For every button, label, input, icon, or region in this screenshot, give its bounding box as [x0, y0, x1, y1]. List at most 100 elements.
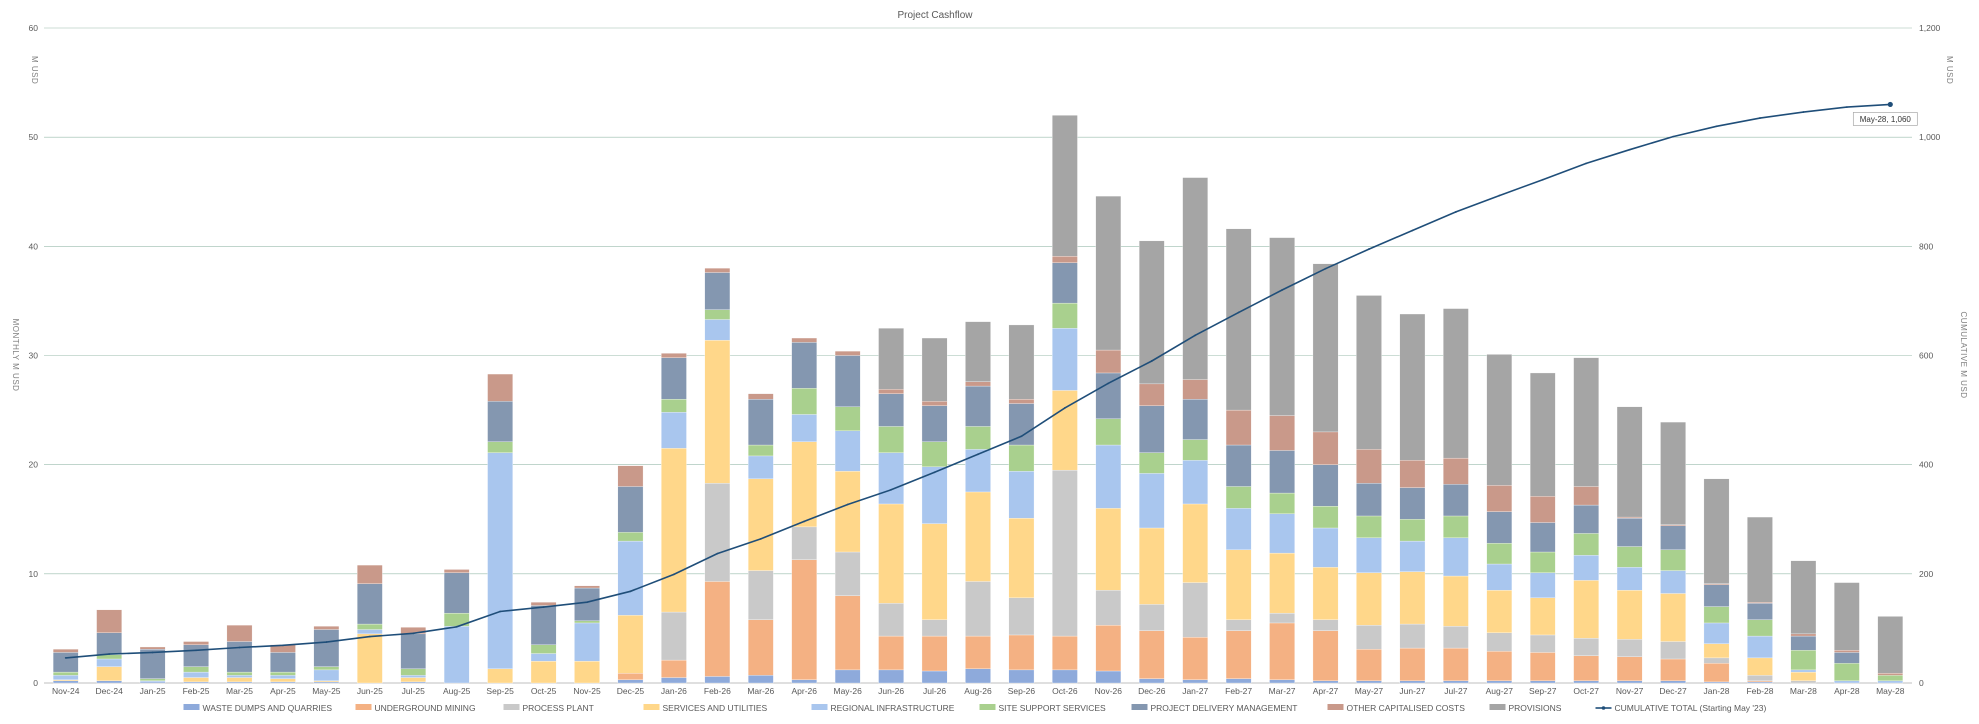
bar-segment — [704, 268, 731, 273]
bar-segment — [1703, 657, 1730, 664]
bar-segment — [617, 673, 644, 680]
right-tick-label: 600 — [1919, 351, 1933, 361]
cumulative-point — [1150, 360, 1153, 362]
cumulative-point — [1498, 194, 1501, 197]
bar-segment — [487, 441, 513, 453]
bar-segment — [878, 426, 904, 453]
cumulative-point — [1324, 267, 1327, 270]
bar-segment — [1877, 675, 1904, 681]
bar-segment — [1312, 680, 1339, 684]
bar-segment — [270, 678, 296, 683]
bar-segment — [1008, 597, 1035, 636]
bar-segment — [52, 649, 79, 653]
bar-segment — [52, 680, 79, 684]
legend-swatch — [503, 704, 520, 710]
cumulative-point — [1368, 248, 1370, 250]
bar-segment — [1008, 399, 1035, 404]
x-tick-label: Feb-28 — [1746, 686, 1773, 696]
bar-segment — [1269, 237, 1295, 416]
left-tick-label: 60 — [29, 23, 39, 33]
bar-segment — [704, 581, 731, 677]
bar-segment — [1182, 177, 1208, 380]
x-tick-label: Dec-24 — [95, 686, 123, 696]
bar-segment — [1225, 228, 1252, 411]
x-tick-label: May-28 — [1876, 686, 1905, 696]
bar-segment — [1616, 518, 1643, 547]
cumulative-point-highlight — [1887, 101, 1893, 108]
bar-segment — [1399, 680, 1426, 684]
bar-segment — [1225, 630, 1252, 679]
bar-segment — [183, 671, 209, 678]
right-tick-label: 1,000 — [1919, 132, 1941, 142]
legend-swatch — [979, 704, 996, 710]
bar-segment — [1312, 505, 1339, 529]
bar-segment — [1747, 681, 1773, 684]
bar-segment — [1312, 619, 1339, 631]
bar-segment — [270, 681, 296, 684]
bar-segment — [1573, 486, 1599, 506]
bar-segment — [1095, 195, 1122, 351]
bar-segment — [748, 570, 774, 620]
bar-segment — [1790, 633, 1817, 637]
x-tick-label: Jan-25 — [140, 686, 166, 696]
bar-segment — [1225, 409, 1252, 446]
bar-segment — [1399, 460, 1426, 488]
bar-segment — [1703, 622, 1730, 644]
cumulative-point — [586, 601, 588, 604]
bar-segment — [748, 399, 774, 446]
left-tick-label: 0 — [33, 678, 38, 688]
x-tick-label: Nov-26 — [1095, 686, 1123, 696]
bar-segment — [1486, 543, 1513, 565]
bar-segment — [1703, 584, 1730, 607]
bar-segment — [1529, 551, 1556, 573]
bar-segment — [1443, 515, 1469, 538]
legend-label: SERVICES AND UTILITIES — [663, 703, 768, 713]
right-axis-unit: M USD — [1945, 56, 1954, 84]
right-tick-label: 200 — [1919, 569, 1933, 579]
cumulative-point — [1585, 162, 1588, 165]
bar-segment — [1486, 632, 1513, 652]
bar-segment — [183, 666, 209, 673]
bar-segment — [921, 523, 948, 620]
x-tick-label: Apr-25 — [270, 686, 296, 696]
bar-segment — [1356, 483, 1382, 517]
bar-segment — [313, 666, 340, 671]
stacked-bars — [52, 115, 1904, 684]
bar-segment — [1660, 570, 1686, 594]
right-tick-label: 0 — [1919, 678, 1924, 688]
cumulative-point — [412, 632, 415, 635]
bar-segment — [1616, 406, 1643, 518]
bar-segment — [530, 602, 557, 606]
bar-segment — [1399, 313, 1426, 461]
bar-segment — [1834, 663, 1860, 681]
bar-segment — [661, 412, 687, 449]
bar-segment — [1529, 652, 1556, 681]
bar-segment — [748, 478, 774, 571]
bar-segment — [965, 491, 991, 582]
bar-segment — [574, 587, 600, 621]
bar-segment — [1269, 513, 1295, 554]
x-tick-label: Dec-27 — [1659, 686, 1687, 696]
bar-segment — [1139, 678, 1165, 684]
bar-segment — [1269, 552, 1295, 614]
bar-segment — [574, 622, 600, 662]
x-tick-label: Nov-25 — [573, 686, 601, 696]
bar-segment — [1182, 637, 1208, 680]
bar-segment — [965, 381, 991, 387]
bar-segment — [834, 669, 861, 684]
bar-segment — [1616, 516, 1643, 519]
bar-segment — [1356, 515, 1382, 538]
bar-segment — [791, 414, 817, 442]
cumulative-point — [542, 606, 545, 609]
bar-segment — [965, 635, 991, 669]
bar-segment — [1095, 349, 1122, 374]
bar-segment — [357, 633, 383, 684]
bar-segment — [1790, 635, 1817, 651]
bar-segment — [574, 585, 600, 589]
bar-segment — [1008, 471, 1035, 519]
legend-swatch — [811, 704, 828, 710]
legend-swatch — [355, 704, 372, 710]
bar-segment — [704, 340, 731, 484]
bar-segment — [1703, 681, 1730, 684]
